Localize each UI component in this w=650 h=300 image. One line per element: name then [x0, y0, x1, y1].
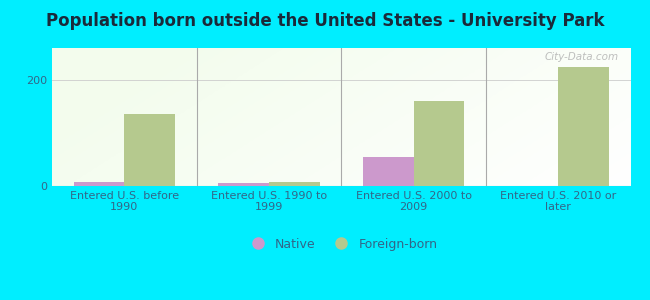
Bar [218, 183, 269, 186]
Bar [269, 182, 320, 186]
Bar [73, 182, 124, 186]
Text: City-Data.com: City-Data.com [545, 52, 619, 62]
Text: Population born outside the United States - University Park: Population born outside the United State… [46, 12, 605, 30]
Bar [124, 114, 175, 186]
Bar [558, 67, 609, 186]
Bar [363, 157, 413, 186]
Bar [413, 101, 464, 186]
Legend: Native, Foreign-born: Native, Foreign-born [240, 233, 442, 256]
